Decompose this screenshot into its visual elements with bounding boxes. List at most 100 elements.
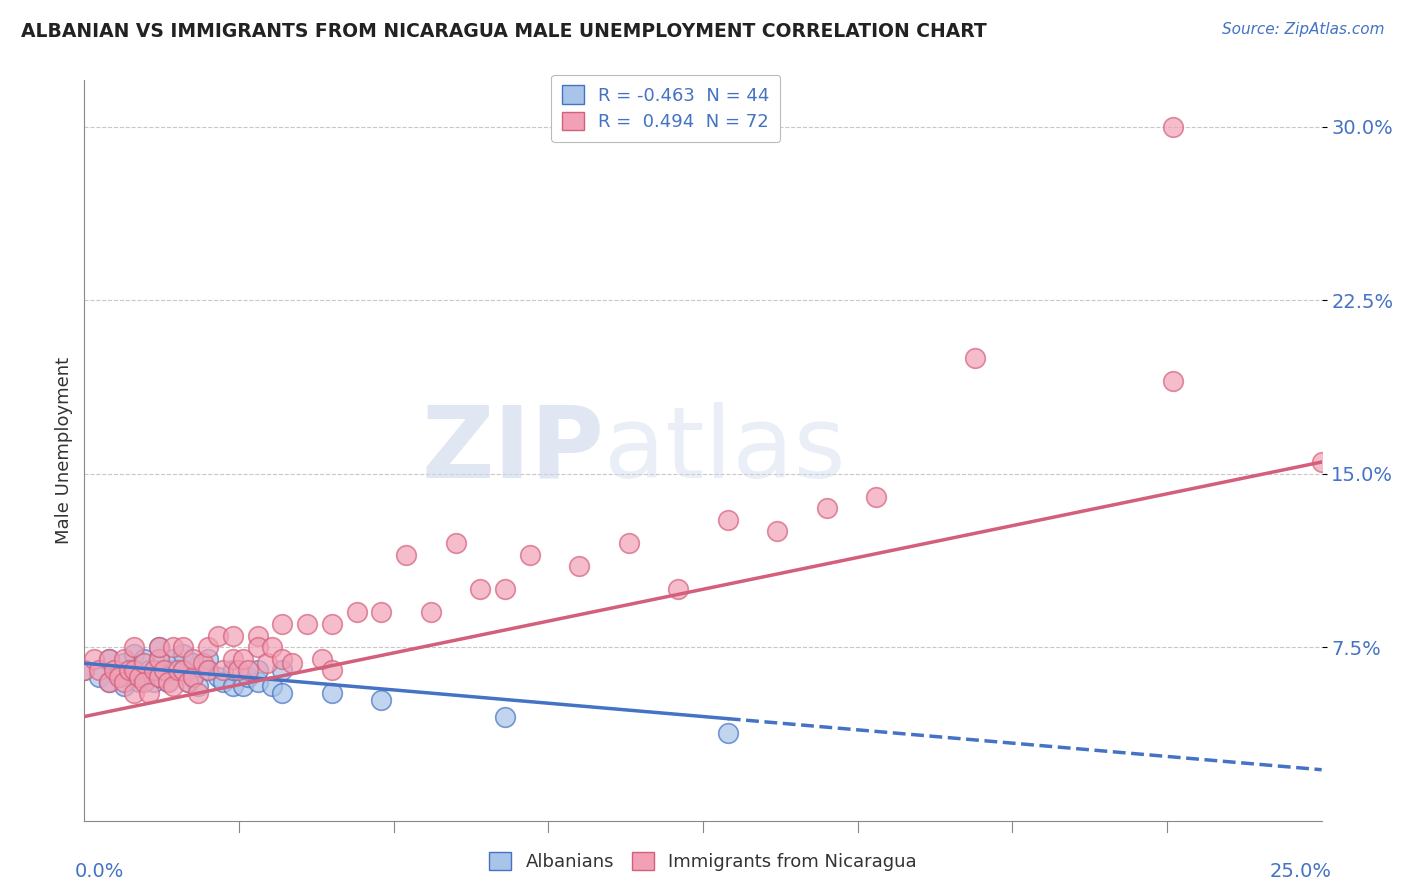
Point — [197, 651, 219, 665]
Point — [815, 501, 838, 516]
Point — [157, 674, 180, 689]
Point — [148, 640, 170, 654]
Point — [236, 663, 259, 677]
Point — [181, 651, 204, 665]
Point — [256, 657, 278, 671]
Point — [177, 674, 200, 689]
Point — [717, 513, 740, 527]
Point — [246, 640, 269, 654]
Point — [370, 606, 392, 620]
Point — [128, 674, 150, 689]
Point — [187, 680, 209, 694]
Point — [148, 651, 170, 665]
Point — [181, 670, 204, 684]
Point — [666, 582, 689, 597]
Point — [197, 663, 219, 677]
Point — [172, 640, 194, 654]
Point — [207, 670, 229, 684]
Point — [142, 674, 165, 689]
Point — [142, 663, 165, 677]
Point — [246, 674, 269, 689]
Point — [177, 674, 200, 689]
Point — [222, 628, 245, 642]
Point — [311, 651, 333, 665]
Point — [965, 351, 987, 365]
Text: atlas: atlas — [605, 402, 845, 499]
Point — [419, 606, 441, 620]
Point — [162, 651, 184, 665]
Point — [321, 686, 343, 700]
Point — [222, 680, 245, 694]
Point — [128, 670, 150, 684]
Point — [162, 640, 184, 654]
Point — [122, 647, 145, 661]
Point — [98, 651, 121, 665]
Text: 25.0%: 25.0% — [1270, 863, 1331, 881]
Point — [207, 628, 229, 642]
Point — [152, 663, 174, 677]
Point — [162, 663, 184, 677]
Point — [122, 663, 145, 677]
Point — [89, 663, 111, 677]
Point — [112, 657, 135, 671]
Point — [122, 640, 145, 654]
Point — [112, 651, 135, 665]
Point — [346, 606, 368, 620]
Legend: Albanians, Immigrants from Nicaragua: Albanians, Immigrants from Nicaragua — [482, 845, 924, 879]
Point — [321, 617, 343, 632]
Point — [162, 680, 184, 694]
Point — [172, 663, 194, 677]
Point — [157, 674, 180, 689]
Point — [246, 628, 269, 642]
Point — [152, 663, 174, 677]
Point — [132, 674, 155, 689]
Point — [148, 651, 170, 665]
Point — [98, 674, 121, 689]
Point — [212, 663, 235, 677]
Point — [112, 680, 135, 694]
Legend: R = -0.463  N = 44, R =  0.494  N = 72: R = -0.463 N = 44, R = 0.494 N = 72 — [551, 75, 780, 142]
Point — [444, 536, 467, 550]
Point — [246, 663, 269, 677]
Point — [470, 582, 492, 597]
Point — [281, 657, 304, 671]
Point — [395, 548, 418, 562]
Point — [222, 651, 245, 665]
Point — [181, 657, 204, 671]
Point — [222, 663, 245, 677]
Text: Source: ZipAtlas.com: Source: ZipAtlas.com — [1222, 22, 1385, 37]
Point — [197, 663, 219, 677]
Point — [271, 663, 294, 677]
Point — [112, 674, 135, 689]
Point — [181, 670, 204, 684]
Point — [236, 670, 259, 684]
Point — [519, 548, 541, 562]
Point — [232, 680, 254, 694]
Point — [865, 490, 887, 504]
Point — [122, 663, 145, 677]
Point — [766, 524, 789, 539]
Point — [191, 657, 214, 671]
Point — [197, 640, 219, 654]
Point — [108, 668, 131, 682]
Point — [717, 725, 740, 739]
Point — [494, 582, 516, 597]
Point — [73, 663, 96, 677]
Point — [103, 663, 125, 677]
Point — [295, 617, 318, 632]
Point — [262, 640, 284, 654]
Point — [271, 617, 294, 632]
Point — [187, 686, 209, 700]
Point — [132, 670, 155, 684]
Point — [617, 536, 640, 550]
Point — [132, 657, 155, 671]
Point — [568, 559, 591, 574]
Point — [148, 670, 170, 684]
Point — [118, 663, 141, 677]
Point — [98, 674, 121, 689]
Point — [494, 709, 516, 723]
Text: ALBANIAN VS IMMIGRANTS FROM NICARAGUA MALE UNEMPLOYMENT CORRELATION CHART: ALBANIAN VS IMMIGRANTS FROM NICARAGUA MA… — [21, 22, 987, 41]
Point — [172, 647, 194, 661]
Y-axis label: Male Unemployment: Male Unemployment — [55, 357, 73, 544]
Point — [83, 651, 105, 665]
